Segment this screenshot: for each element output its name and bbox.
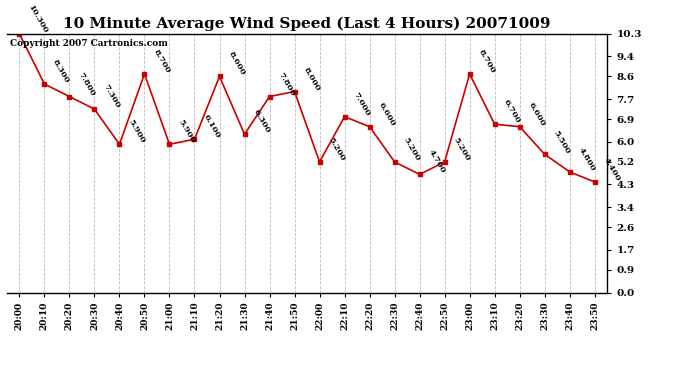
Text: 8.700: 8.700 [477, 48, 497, 75]
Title: 10 Minute Average Wind Speed (Last 4 Hours) 20071009: 10 Minute Average Wind Speed (Last 4 Hou… [63, 17, 551, 31]
Text: 4.800: 4.800 [577, 146, 597, 172]
Text: 4.400: 4.400 [602, 156, 622, 183]
Text: 8.700: 8.700 [151, 48, 171, 75]
Text: Copyright 2007 Cartronics.com: Copyright 2007 Cartronics.com [10, 39, 168, 48]
Text: 6.700: 6.700 [502, 98, 522, 125]
Text: 7.000: 7.000 [351, 91, 371, 117]
Text: 6.600: 6.600 [526, 100, 546, 127]
Text: 5.200: 5.200 [402, 136, 422, 162]
Text: 6.300: 6.300 [251, 108, 271, 135]
Text: 8.600: 8.600 [226, 51, 246, 77]
Text: 5.900: 5.900 [177, 118, 197, 145]
Text: 7.800: 7.800 [277, 70, 297, 97]
Text: 10.300: 10.300 [26, 3, 49, 34]
Text: 5.900: 5.900 [126, 118, 146, 145]
Text: 5.200: 5.200 [451, 136, 471, 162]
Text: 8.300: 8.300 [51, 58, 71, 85]
Text: 6.100: 6.100 [201, 113, 221, 140]
Text: 7.800: 7.800 [77, 70, 97, 97]
Text: 6.600: 6.600 [377, 100, 397, 127]
Text: 4.700: 4.700 [426, 148, 446, 175]
Text: 8.000: 8.000 [302, 66, 322, 92]
Text: 7.300: 7.300 [101, 83, 121, 110]
Text: 5.200: 5.200 [326, 136, 346, 162]
Text: 5.500: 5.500 [551, 129, 571, 155]
